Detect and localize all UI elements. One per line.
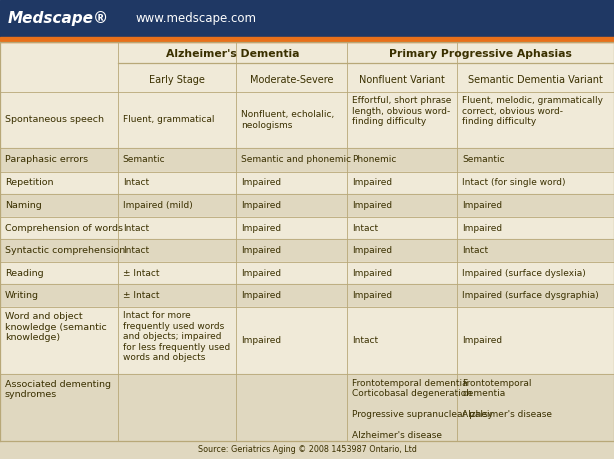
Text: Comprehension of words: Comprehension of words [5, 224, 123, 233]
Text: Primary Progressive Aphasias: Primary Progressive Aphasias [389, 49, 572, 59]
Bar [0, 69, 614, 92]
Text: Phonemic: Phonemic [352, 156, 396, 164]
Text: Impaired: Impaired [462, 224, 502, 233]
Text: ± Intact: ± Intact [123, 291, 159, 300]
Bar [0, 148, 614, 172]
Text: Writing: Writing [5, 291, 39, 300]
Text: Impaired: Impaired [462, 201, 502, 210]
Text: Syntactic comprehension: Syntactic comprehension [5, 246, 125, 255]
Bar [0, 194, 614, 217]
Bar [0, 0, 614, 37]
Text: Impaired (surface dyslexia): Impaired (surface dyslexia) [462, 269, 586, 278]
Text: Impaired: Impaired [241, 269, 281, 278]
Text: Nonfluent Variant: Nonfluent Variant [359, 75, 445, 85]
Text: Impaired: Impaired [241, 201, 281, 210]
Text: Impaired: Impaired [352, 246, 392, 255]
Text: Fluent, grammatical: Fluent, grammatical [123, 116, 214, 124]
Text: Impaired: Impaired [241, 336, 281, 345]
Bar [0, 375, 614, 441]
Text: Intact: Intact [462, 246, 489, 255]
Text: Frontotemporal
dementia

Alzheimer's disease: Frontotemporal dementia Alzheimer's dise… [462, 379, 553, 419]
Text: Nonfluent, echolalic,
neologisms: Nonfluent, echolalic, neologisms [241, 110, 335, 130]
Text: Impaired: Impaired [241, 179, 281, 187]
Text: Intact: Intact [352, 224, 378, 233]
Text: Semantic: Semantic [123, 156, 165, 164]
Text: Impaired: Impaired [462, 336, 502, 345]
Text: Reading: Reading [5, 269, 44, 278]
Bar [0, 37, 614, 42]
Bar [0, 217, 614, 239]
Text: www.medscape.com: www.medscape.com [135, 12, 256, 25]
Text: Intact: Intact [123, 179, 149, 187]
Bar [0, 172, 614, 194]
Text: Impaired: Impaired [241, 224, 281, 233]
Text: Fluent, melodic, grammatically
correct, obvious word-
finding difficulty: Fluent, melodic, grammatically correct, … [462, 96, 604, 126]
Text: ± Intact: ± Intact [123, 269, 159, 278]
Text: Early Stage: Early Stage [149, 75, 205, 85]
Text: Impaired: Impaired [352, 179, 392, 187]
Text: Alzheimer's Dementia: Alzheimer's Dementia [166, 49, 299, 59]
Text: Effortful, short phrase
length, obvious word-
finding difficulty: Effortful, short phrase length, obvious … [352, 96, 451, 126]
Bar [0, 239, 614, 262]
Text: Impaired (surface dysgraphia): Impaired (surface dysgraphia) [462, 291, 599, 300]
Text: Semantic Dementia Variant: Semantic Dementia Variant [468, 75, 603, 85]
Bar [0, 42, 614, 69]
Text: Impaired (mild): Impaired (mild) [123, 201, 193, 210]
Text: Intact: Intact [352, 336, 378, 345]
Text: Intact for more
frequently used words
and objects; impaired
for less frequently : Intact for more frequently used words an… [123, 312, 230, 362]
Text: Impaired: Impaired [352, 269, 392, 278]
Text: Intact (for single word): Intact (for single word) [462, 179, 566, 187]
Text: Word and object
knowledge (semantic
knowledge): Word and object knowledge (semantic know… [5, 313, 107, 342]
Text: Impaired: Impaired [241, 291, 281, 300]
Bar [0, 92, 614, 148]
Text: Impaired: Impaired [352, 201, 392, 210]
Text: Moderate-Severe: Moderate-Severe [250, 75, 333, 85]
Bar [0, 307, 614, 375]
Text: Semantic: Semantic [462, 156, 505, 164]
Bar [0, 441, 614, 459]
Text: Intact: Intact [123, 224, 149, 233]
Text: Semantic and phonemic: Semantic and phonemic [241, 156, 351, 164]
Bar [0, 262, 614, 284]
Text: Source: Geriatrics Aging © 2008 1453987 Ontario, Ltd: Source: Geriatrics Aging © 2008 1453987 … [198, 445, 416, 454]
Text: Repetition: Repetition [5, 179, 53, 187]
Text: Frontotemporal dementia
Corticobasal degeneration

Progressive supranuclear pals: Frontotemporal dementia Corticobasal deg… [352, 379, 493, 440]
Text: Impaired: Impaired [352, 291, 392, 300]
Text: Impaired: Impaired [241, 246, 281, 255]
Text: Naming: Naming [5, 201, 42, 210]
Text: Associated dementing
syndromes: Associated dementing syndromes [5, 380, 111, 399]
Text: Spontaneous speech: Spontaneous speech [5, 116, 104, 124]
Text: Medscape®: Medscape® [7, 11, 109, 26]
Text: Intact: Intact [123, 246, 149, 255]
Text: Paraphasic errors: Paraphasic errors [5, 156, 88, 164]
Bar [0, 284, 614, 307]
